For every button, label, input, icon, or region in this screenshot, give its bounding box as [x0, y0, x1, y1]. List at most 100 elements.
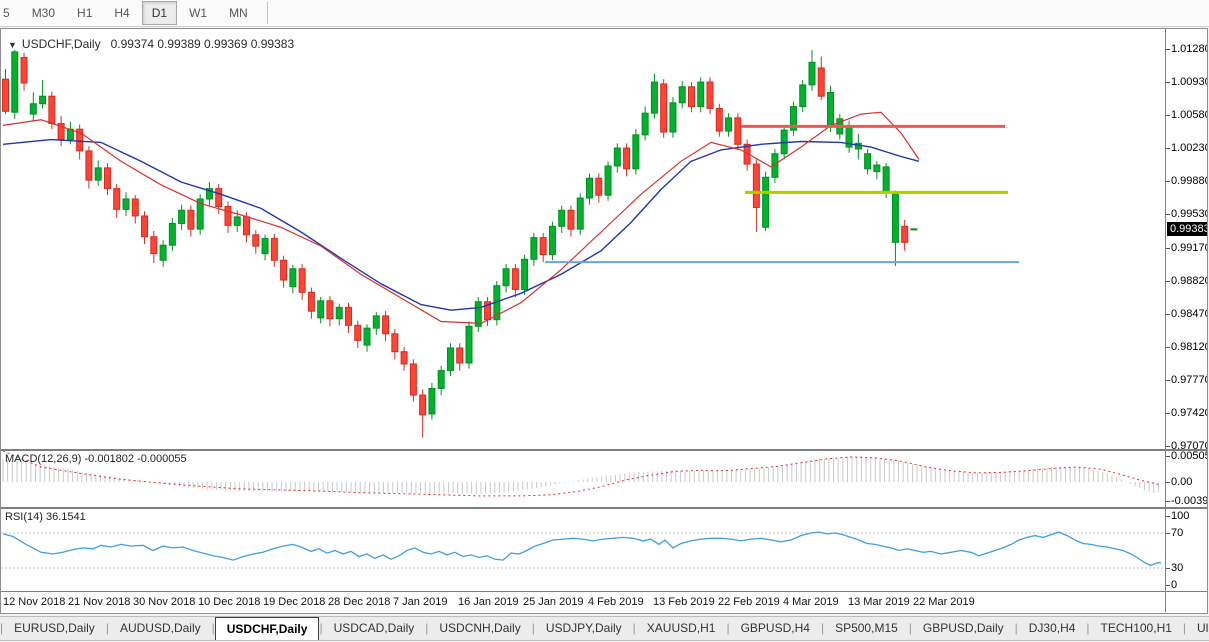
- candle-body: [827, 91, 835, 127]
- candle-body: [623, 147, 631, 170]
- price-axis-label: 1.00580: [1166, 109, 1207, 121]
- rsi-canvas[interactable]: [1, 509, 1165, 591]
- candle-body: [910, 228, 918, 231]
- candle-body: [891, 191, 899, 243]
- rsi-panel: RSI(14) 36.1541 100 70 30 0: [1, 509, 1207, 591]
- tab-separator: |: [1086, 621, 1090, 635]
- symbol-tab-usdcnh-daily[interactable]: USDCNH,Daily: [439, 621, 521, 635]
- symbol-tab-usdchf-daily[interactable]: USDCHF,Daily: [214, 617, 320, 640]
- candle-body: [901, 225, 909, 243]
- candle-body: [382, 315, 390, 335]
- tab-separator: |: [820, 621, 825, 635]
- tab-separator: |: [0, 621, 4, 635]
- candle-body: [687, 86, 695, 108]
- candle-body: [233, 216, 241, 226]
- candle-body: [437, 370, 445, 389]
- candle-body: [270, 238, 278, 261]
- timeframe-button-d1[interactable]: D1: [141, 1, 178, 25]
- candle-body: [789, 106, 797, 131]
- candle-body: [743, 143, 751, 165]
- candle-body: [864, 153, 872, 170]
- symbol-tab-sp500-m15[interactable]: SP500,M15: [835, 621, 898, 635]
- timeframe-button-h4[interactable]: H4: [114, 6, 130, 20]
- candle-body: [372, 315, 380, 329]
- candle-body: [521, 258, 529, 290]
- candle-body: [586, 177, 594, 199]
- price-axis-separator: [1165, 29, 1166, 449]
- macd-panel: MACD(12,26,9) -0.001802 -0.000055 0.0050…: [1, 451, 1207, 507]
- candle-body: [20, 57, 28, 84]
- price-axis-label: 0.97420: [1166, 407, 1207, 419]
- candle-body: [632, 134, 640, 170]
- candle-body: [344, 306, 352, 326]
- symbol-tab-gbpusd-daily[interactable]: GBPUSD,Daily: [922, 621, 1004, 635]
- panel-splitter-2[interactable]: [1, 507, 1207, 509]
- candle-body: [669, 102, 677, 133]
- rsi-axis-label: 0: [1165, 579, 1178, 591]
- candle-body: [539, 237, 547, 256]
- candle-body: [400, 351, 408, 365]
- panel-splitter-1[interactable]: [1, 449, 1207, 451]
- price-axis-label: 1.00930: [1166, 76, 1207, 88]
- candle-body: [335, 306, 343, 320]
- symbol-tab-gbpusd-h4[interactable]: GBPUSD,H4: [740, 621, 810, 635]
- candle-body: [706, 81, 714, 109]
- candle-body: [650, 81, 658, 114]
- candle-body: [326, 300, 334, 320]
- date-label: 16 Jan 2019: [458, 596, 519, 608]
- candle-body: [289, 268, 297, 288]
- symbol-tab-tech100-h1[interactable]: TECH100,H1: [1100, 621, 1172, 635]
- tab-separator: |: [425, 621, 429, 635]
- price-axis-label: 0.99880: [1166, 175, 1207, 187]
- tab-separator: |: [105, 621, 109, 635]
- date-label: 7 Jan 2019: [393, 596, 448, 608]
- current-price-badge: 0.99383: [1167, 222, 1207, 236]
- candle-body: [141, 215, 149, 238]
- symbol-tab-ul[interactable]: Ul: [1197, 621, 1209, 635]
- symbol-tab-audusd-daily[interactable]: AUDUSD,Daily: [119, 621, 201, 635]
- timeframe-button-m30[interactable]: M30: [31, 6, 56, 20]
- candle-body: [604, 165, 612, 196]
- candle-body: [159, 244, 167, 261]
- candle-body: [205, 188, 213, 200]
- rsi-axis-label: 100: [1165, 510, 1190, 522]
- chart-ohlc-values: 0.99374 0.99389 0.99369 0.99383: [110, 37, 295, 51]
- candle-body: [771, 153, 779, 178]
- candle-body: [76, 128, 84, 152]
- tab-separator: |: [531, 621, 535, 635]
- macd-canvas[interactable]: [1, 451, 1165, 507]
- price-axis-label: 0.97070: [1166, 440, 1207, 449]
- symbol-tab-xauusd-h1[interactable]: XAUUSD,H1: [646, 621, 716, 635]
- rsi-line: [2, 531, 1161, 567]
- date-label: 13 Feb 2019: [653, 596, 715, 608]
- timeframe-button-w1[interactable]: W1: [189, 6, 208, 20]
- candle-body: [196, 198, 204, 230]
- candle-body: [168, 222, 176, 246]
- candle-body: [502, 268, 510, 287]
- macd-axis-label: 0.00: [1165, 476, 1193, 488]
- timeframe-toolbar: 5 M30 H1 H4 D1 W1 MN: [0, 0, 1209, 27]
- timeframe-button-5[interactable]: 5: [3, 6, 10, 20]
- ohlc-dropdown-icon[interactable]: ▼: [8, 40, 17, 50]
- date-label: 21 Nov 2018: [68, 596, 131, 608]
- candle-body: [178, 209, 186, 224]
- candle-body: [697, 81, 705, 108]
- symbol-tab-usdjpy-daily[interactable]: USDJPY,Daily: [545, 621, 622, 635]
- candle-body: [187, 209, 195, 230]
- symbol-tab-eurusd-daily[interactable]: EURUSD,Daily: [14, 621, 95, 635]
- tab-separator: |: [726, 621, 730, 635]
- date-label: 28 Dec 2018: [328, 596, 391, 608]
- date-label: 13 Mar 2019: [848, 596, 910, 608]
- symbol-tab-dj30-h4[interactable]: DJ30,H4: [1028, 621, 1076, 635]
- price-axis-label: 0.98470: [1166, 308, 1207, 320]
- symbol-tab-usdcad-daily[interactable]: USDCAD,Daily: [333, 621, 415, 635]
- timeframe-button-mn[interactable]: MN: [229, 6, 248, 20]
- candle-body: [11, 51, 19, 113]
- tab-separator: |: [632, 621, 636, 635]
- tab-separator: |: [1182, 621, 1187, 635]
- price-chart-canvas[interactable]: [1, 29, 1165, 449]
- date-label: 19 Dec 2018: [263, 596, 326, 608]
- timeframe-button-h1[interactable]: H1: [77, 6, 93, 20]
- rsi-axis-label: 30: [1165, 562, 1184, 574]
- candle-body: [446, 347, 454, 372]
